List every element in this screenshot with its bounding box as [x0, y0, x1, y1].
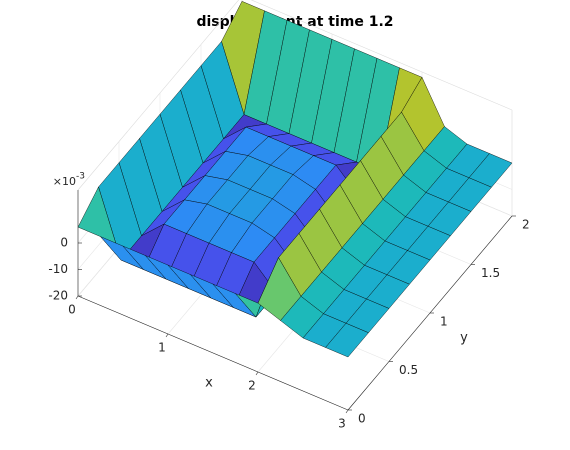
z-tick-label: -10 — [48, 262, 68, 276]
y-tick-label: 0 — [358, 412, 366, 426]
x-tick — [345, 409, 349, 414]
z-multiplier-base: ×10 — [53, 175, 76, 188]
x-tick-label: 1 — [158, 341, 166, 355]
x-tick-label: 2 — [248, 379, 256, 393]
y-axis-label: y — [460, 331, 468, 346]
y-tick-label: 1 — [440, 315, 448, 329]
z-tick-label: -20 — [48, 289, 68, 303]
x-tick — [75, 295, 79, 300]
x-tick-label: 3 — [338, 417, 346, 431]
y-tick-label: 1.5 — [481, 266, 500, 280]
x-tick — [255, 371, 259, 376]
box-edge — [250, 0, 513, 111]
z-tick-label: 0 — [60, 236, 68, 250]
x-tick — [165, 333, 169, 338]
z-multiplier-exponent: -3 — [76, 172, 85, 182]
y-tick-label: 0.5 — [399, 363, 418, 377]
surface-patch — [325, 323, 369, 358]
x-axis — [77, 295, 349, 411]
x-tick-label: 0 — [68, 303, 76, 317]
x-axis-label: x — [205, 376, 213, 391]
y-tick-label: 2 — [522, 218, 530, 232]
surface — [77, 1, 513, 358]
